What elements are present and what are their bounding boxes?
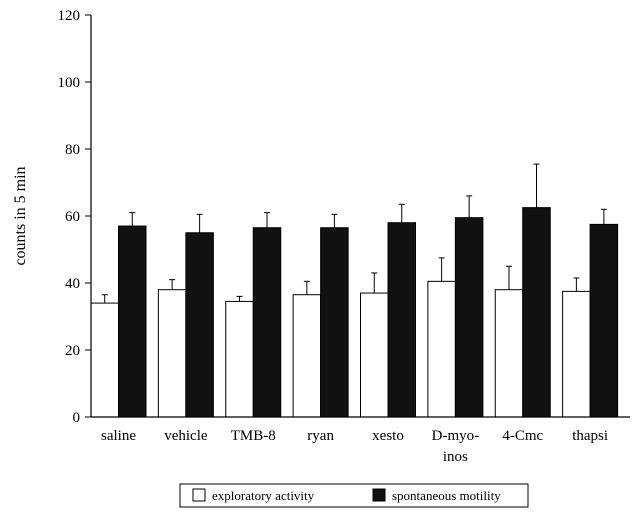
bar-spontaneous (185, 232, 214, 418)
bars (90, 207, 619, 418)
x-tick-label: inos (443, 449, 468, 465)
bar-exploratory (157, 289, 187, 418)
x-tick-label: saline (101, 428, 136, 444)
legend-label-spontaneous: spontaneous motility (392, 488, 501, 503)
error-bars (101, 163, 607, 304)
y-axis-ticks: 0 20 40 60 80 100 120 (58, 8, 91, 426)
bar-spontaneous (320, 227, 349, 418)
y-tick-label: 40 (65, 276, 80, 292)
bar-exploratory (90, 302, 119, 418)
x-tick-label: TMB-8 (231, 428, 276, 444)
bar-spontaneous (387, 222, 416, 418)
bar-exploratory (225, 300, 254, 418)
bar-exploratory (562, 290, 591, 418)
y-tick-label: 100 (58, 75, 81, 91)
x-tick-label: D-myo- (432, 428, 480, 444)
legend-label-exploratory: exploratory activity (212, 488, 315, 503)
bar-exploratory (494, 289, 524, 418)
x-tick-label: thapsi (572, 428, 608, 444)
bar-spontaneous (454, 217, 484, 418)
bar-exploratory (427, 280, 456, 418)
legend-box (179, 483, 529, 508)
bar-spontaneous (118, 225, 147, 418)
y-tick-label: 20 (65, 343, 80, 359)
bar-spontaneous (589, 223, 619, 418)
legend-swatch-exploratory (192, 488, 206, 502)
y-tick-label: 60 (65, 209, 80, 225)
y-axis-title: counts in 5 min (12, 166, 29, 265)
x-tick-label: ryan (307, 428, 334, 444)
x-tick-label: xesto (372, 428, 404, 444)
legend: exploratory activity spontaneous motilit… (179, 483, 529, 508)
y-tick-label: 120 (58, 8, 81, 24)
bar-spontaneous (252, 227, 282, 418)
y-tick-label: 80 (65, 142, 80, 158)
bar-exploratory (360, 292, 389, 418)
x-axis-labels: saline vehicle TMB-8 ryan xesto D-myo-inos 4-C… (101, 428, 608, 465)
y-tick-label: 0 (73, 410, 81, 426)
bar-exploratory (292, 294, 322, 418)
legend-swatch-spontaneous (372, 488, 386, 502)
x-tick-label: 4-Cmc (502, 428, 543, 444)
bar-spontaneous (522, 207, 551, 418)
x-tick-label: vehicle (164, 428, 208, 444)
